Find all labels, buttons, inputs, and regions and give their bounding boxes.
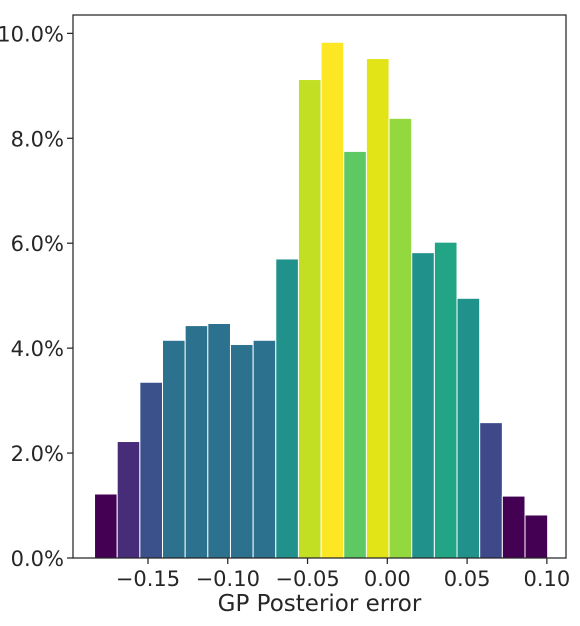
- histogram-bar: [411, 252, 435, 559]
- histogram-bar: [524, 514, 549, 559]
- x-tick-label: 0.10: [523, 567, 570, 591]
- histogram-bar: [94, 493, 118, 559]
- histogram-bar: [456, 297, 481, 559]
- bars-group: [94, 41, 549, 559]
- x-tick-label: −0.15: [116, 567, 180, 591]
- y-tick-label: 0.0%: [11, 547, 64, 571]
- y-axis-ticks: 0.0% 2.0% 4.0% 6.0% 8.0% 10.0%: [0, 22, 73, 571]
- y-tick-label: 8.0%: [11, 127, 64, 151]
- x-tick-label: −0.05: [275, 567, 339, 591]
- histogram-bar: [501, 495, 526, 559]
- histogram-bar: [388, 117, 413, 559]
- x-tick-label: 0.00: [364, 567, 411, 591]
- plot-frame: [72, 14, 567, 559]
- histogram-bar: [320, 41, 345, 559]
- y-tick-label: 4.0%: [11, 337, 64, 361]
- histogram-bar: [184, 325, 209, 559]
- y-tick-label: 2.0%: [11, 442, 64, 466]
- x-tick-label: −0.10: [196, 567, 260, 591]
- histogram-bar: [116, 441, 141, 559]
- histogram-bar: [365, 58, 390, 559]
- histogram-bar: [297, 79, 322, 559]
- x-axis-ticks: −0.15 −0.10 −0.05 0.00 0.05 0.10: [116, 558, 570, 591]
- histogram-bar: [207, 322, 231, 559]
- histogram-bar: [139, 381, 164, 559]
- histogram-bar: [275, 258, 299, 559]
- histogram-bar: [479, 422, 503, 559]
- histogram-bar: [433, 241, 458, 559]
- histogram-bar: [343, 150, 367, 559]
- x-tick-label: 0.05: [444, 567, 491, 591]
- histogram-bar: [229, 343, 254, 559]
- y-tick-label: 10.0%: [0, 22, 64, 46]
- histogram-bar: [162, 339, 186, 559]
- x-axis-label: GP Posterior error: [218, 591, 422, 617]
- histogram-bar: [252, 339, 277, 559]
- y-tick-label: 6.0%: [11, 232, 64, 256]
